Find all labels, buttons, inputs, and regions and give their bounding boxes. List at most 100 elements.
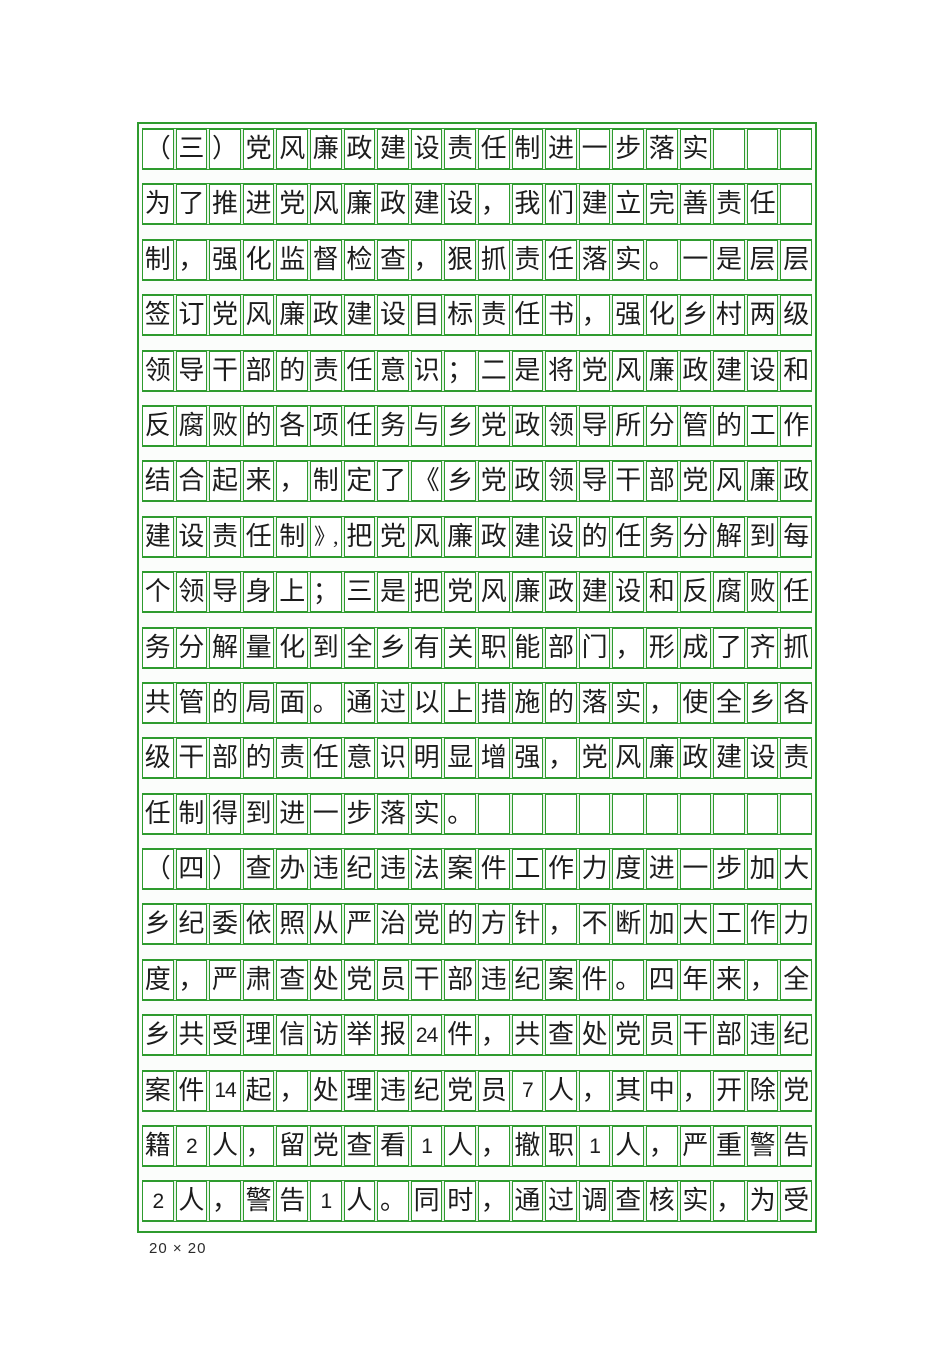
grid-row: 任制得到进一步落实。 xyxy=(142,792,812,835)
char-cell: 的 xyxy=(444,904,476,945)
char-cell: 管 xyxy=(679,405,712,446)
char-cell: 合 xyxy=(175,461,208,502)
char-cell: 到 xyxy=(310,627,342,668)
char-cell: 查 xyxy=(242,849,275,890)
char-cell: ， xyxy=(545,904,577,945)
char-cell: 过 xyxy=(377,682,409,723)
char-cell: 导 xyxy=(578,461,611,502)
char-cell: 1 xyxy=(410,1126,443,1167)
char-cell: 反 xyxy=(142,405,174,446)
char-cell: 实 xyxy=(612,239,644,280)
char-cell: 的 xyxy=(713,405,745,446)
char-cell: 廉 xyxy=(746,461,779,502)
char-cell: 乡 xyxy=(679,295,712,336)
char-cell: 实 xyxy=(612,682,644,723)
char-cell: 《 xyxy=(410,461,443,502)
grid-row: 务分解量化到全乡有关职能部门，形成了齐抓 xyxy=(142,626,812,669)
char-cell: 级 xyxy=(142,738,174,779)
char-cell: 个 xyxy=(142,572,174,613)
char-cell: 违 xyxy=(377,849,409,890)
char-cell: 件 xyxy=(578,959,611,1000)
empty-cell xyxy=(780,184,812,225)
char-cell: 为 xyxy=(142,184,174,225)
char-cell: 任 xyxy=(343,350,376,391)
char-cell: 书 xyxy=(545,295,577,336)
char-cell: 同 xyxy=(410,1181,443,1222)
char-cell: 结 xyxy=(142,461,174,502)
char-cell: 进 xyxy=(545,129,577,169)
char-cell: 年 xyxy=(679,959,712,1000)
char-cell: 案 xyxy=(545,959,577,1000)
char-cell: 法 xyxy=(410,849,443,890)
char-cell: 政 xyxy=(780,461,812,502)
char-cell: ， xyxy=(276,1070,308,1111)
char-cell: 狠 xyxy=(444,239,476,280)
char-cell: 齐 xyxy=(746,627,779,668)
char-cell: 责 xyxy=(444,129,476,169)
char-cell: 导 xyxy=(578,405,611,446)
char-cell: 风 xyxy=(478,572,510,613)
char-cell: 政 xyxy=(310,295,342,336)
char-cell: 设 xyxy=(175,516,208,557)
char-cell: 部 xyxy=(545,627,577,668)
char-cell: 一 xyxy=(578,129,611,169)
char-cell: 时 xyxy=(444,1181,476,1222)
empty-cell xyxy=(646,793,678,834)
char-cell: 将 xyxy=(545,350,577,391)
char-cell: 意 xyxy=(343,738,376,779)
char-cell: 建 xyxy=(713,738,745,779)
char-cell: 政 xyxy=(377,184,409,225)
char-cell: 重 xyxy=(713,1126,745,1167)
char-cell: 建 xyxy=(142,516,174,557)
char-cell: 违 xyxy=(478,959,510,1000)
char-cell: 成 xyxy=(679,627,712,668)
char-cell: 工 xyxy=(746,405,779,446)
char-cell: 任 xyxy=(343,405,376,446)
char-cell: 步 xyxy=(713,849,745,890)
char-cell: 责 xyxy=(713,184,745,225)
char-cell: 作 xyxy=(545,849,577,890)
char-cell: 党 xyxy=(478,405,510,446)
char-cell: 的 xyxy=(545,682,577,723)
char-cell: 设 xyxy=(377,295,409,336)
char-cell: 针 xyxy=(511,904,544,945)
char-cell: 除 xyxy=(746,1070,779,1111)
empty-cell xyxy=(713,129,745,169)
char-cell: 与 xyxy=(410,405,443,446)
char-cell: 2 xyxy=(175,1126,208,1167)
char-cell: 责 xyxy=(209,516,241,557)
char-cell: 廉 xyxy=(444,516,476,557)
char-cell: 乡 xyxy=(444,461,476,502)
empty-cell xyxy=(478,793,510,834)
char-cell: 四 xyxy=(175,849,208,890)
char-cell: 分 xyxy=(175,627,208,668)
char-cell: ， xyxy=(175,959,208,1000)
char-cell: 识 xyxy=(377,738,409,779)
char-cell: 部 xyxy=(713,1015,745,1056)
char-cell: 起 xyxy=(242,1070,275,1111)
char-cell: 部 xyxy=(242,350,275,391)
char-cell: 。 xyxy=(612,959,644,1000)
char-cell: 政 xyxy=(343,129,376,169)
char-cell: 制 xyxy=(511,129,544,169)
char-cell: 。 xyxy=(310,682,342,723)
char-cell: 意 xyxy=(377,350,409,391)
char-cell: 乡 xyxy=(377,627,409,668)
char-cell: 和 xyxy=(780,350,812,391)
char-cell: ， xyxy=(478,1181,510,1222)
char-cell: 共 xyxy=(142,682,174,723)
char-cell: 核 xyxy=(646,1181,678,1222)
char-cell: 肃 xyxy=(242,959,275,1000)
char-cell: 政 xyxy=(679,738,712,779)
char-cell: 我 xyxy=(511,184,544,225)
char-cell: 违 xyxy=(310,849,342,890)
grid-row: 案件 14 起，处理违纪党员 7 人，其中，开除党 xyxy=(142,1069,812,1112)
char-cell: 一 xyxy=(310,793,342,834)
char-cell: 败 xyxy=(209,405,241,446)
char-cell: 任 xyxy=(780,572,812,613)
char-cell: 化 xyxy=(276,627,308,668)
char-cell: 建 xyxy=(511,516,544,557)
char-cell: 门 xyxy=(578,627,611,668)
char-cell: 的 xyxy=(209,682,241,723)
